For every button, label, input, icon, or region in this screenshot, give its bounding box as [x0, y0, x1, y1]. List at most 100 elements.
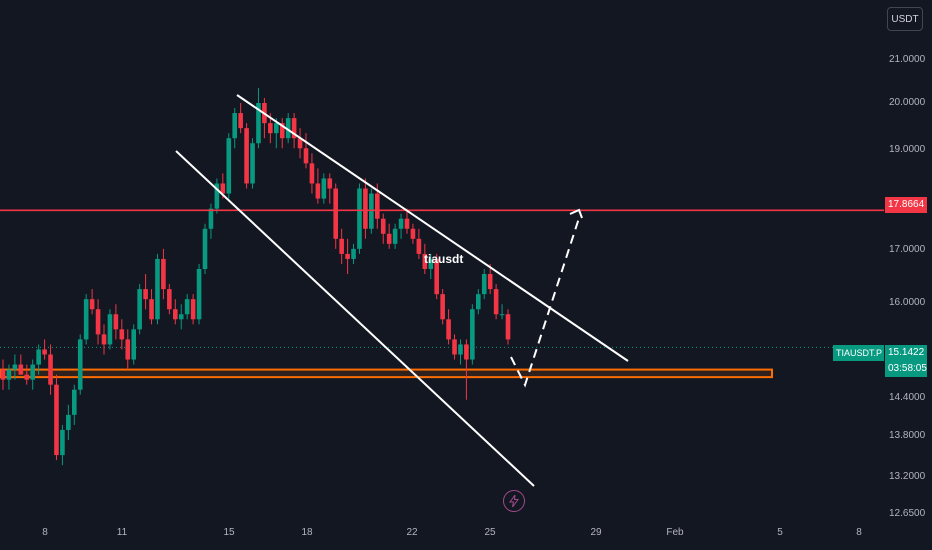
time-axis-label: Feb	[666, 527, 684, 538]
time-axis-label: 11	[116, 527, 128, 538]
time-axis-label: 18	[301, 527, 313, 538]
candle-body	[226, 138, 232, 194]
time-axis-label: 5	[777, 527, 783, 538]
price-axis-label: 13.8000	[889, 430, 926, 441]
symbol-annotation[interactable]: tiausdt	[424, 252, 464, 266]
candle-body	[481, 274, 487, 295]
candle-body	[202, 228, 208, 269]
candle-body	[297, 138, 303, 149]
candle-body	[321, 178, 327, 199]
price-axis-label: 16.0000	[889, 297, 926, 308]
candle-body	[475, 294, 481, 310]
candle-body	[220, 183, 226, 194]
time-axis-label: 29	[590, 527, 602, 538]
candle-body	[95, 309, 101, 335]
candle-body	[6, 369, 12, 380]
candle-body	[369, 193, 374, 229]
candle-body	[327, 178, 333, 189]
candle-body	[273, 123, 279, 134]
price-axis-label: 17.0000	[889, 244, 926, 255]
candle-body	[440, 294, 445, 320]
candle-body	[184, 299, 190, 315]
time-axis-label: 15	[223, 527, 235, 538]
candle-body	[464, 344, 469, 360]
price-axis-label: 12.6500	[889, 508, 926, 519]
candle-body	[161, 258, 166, 290]
candle-body	[422, 253, 428, 269]
candle-body	[309, 163, 315, 184]
candle-body	[71, 389, 77, 415]
candle-body	[36, 349, 41, 365]
candle-body	[333, 188, 339, 239]
candle-body	[172, 309, 178, 320]
time-axis-label: 8	[856, 527, 862, 538]
time-axis-label: 22	[406, 527, 418, 538]
currency-unit-button[interactable]: USDT	[887, 7, 923, 31]
candle-body	[268, 123, 273, 134]
candle-body	[398, 218, 404, 229]
candle-body	[499, 314, 505, 316]
candle-body	[12, 364, 18, 370]
price-axis-label: 14.4000	[889, 392, 926, 403]
candle-body	[167, 289, 172, 310]
candle-body	[137, 289, 142, 330]
candle-body	[125, 339, 131, 360]
candle-body	[60, 429, 65, 456]
time-axis-label: 25	[484, 527, 496, 538]
candle-body	[416, 238, 422, 254]
current-price-tag: 15.1422	[885, 345, 927, 361]
candle-body	[214, 183, 220, 209]
candle-body	[107, 314, 113, 345]
candle-body	[345, 253, 350, 259]
candle-body	[410, 228, 416, 239]
bar-countdown-tag: 03:58:05	[885, 361, 927, 377]
candle-body	[155, 258, 160, 320]
candle-body	[392, 228, 398, 244]
candle-body	[404, 218, 410, 229]
candle-body	[238, 113, 243, 129]
candle-body	[178, 314, 184, 320]
candle-body	[208, 208, 214, 229]
candle-body	[493, 289, 499, 315]
price-axis-label: 21.0000	[889, 54, 926, 65]
candle-body	[285, 118, 291, 139]
support-zone	[0, 368, 773, 379]
candle-body	[446, 319, 451, 340]
candle-body	[143, 289, 148, 300]
candle-body	[315, 183, 321, 199]
candle-body	[256, 103, 261, 144]
candle-body	[458, 344, 463, 355]
candle-body	[363, 188, 368, 229]
candle-body	[113, 314, 119, 330]
candle-body	[434, 258, 440, 295]
candle-body	[386, 233, 392, 244]
resistance-price-tag: 17.8664	[885, 197, 927, 213]
candle-body	[339, 238, 344, 254]
projection-path	[510, 214, 581, 388]
candle-body	[357, 188, 362, 249]
projection-arrowhead	[569, 208, 583, 219]
candle-body	[18, 364, 24, 375]
candle-body	[487, 274, 493, 290]
lightning-icon[interactable]	[503, 490, 525, 512]
candle-body	[48, 354, 53, 385]
candle-body	[42, 349, 47, 355]
candle-body	[428, 258, 434, 269]
candle-body	[452, 339, 457, 355]
candle-body	[250, 143, 255, 184]
candle-body	[291, 118, 297, 139]
candle-body	[54, 384, 59, 456]
candle-body	[101, 334, 107, 345]
candle-body	[77, 339, 83, 390]
candle-body	[190, 299, 196, 320]
candle-body	[83, 299, 89, 340]
candle-body	[89, 299, 95, 310]
candle-body	[279, 123, 285, 139]
candle-body	[131, 329, 137, 360]
channel-lower-trendline	[175, 150, 535, 487]
channel-upper-trendline	[236, 94, 629, 362]
candle-body	[232, 113, 238, 139]
symbol-tag: TIAUSDT.P	[833, 345, 884, 361]
